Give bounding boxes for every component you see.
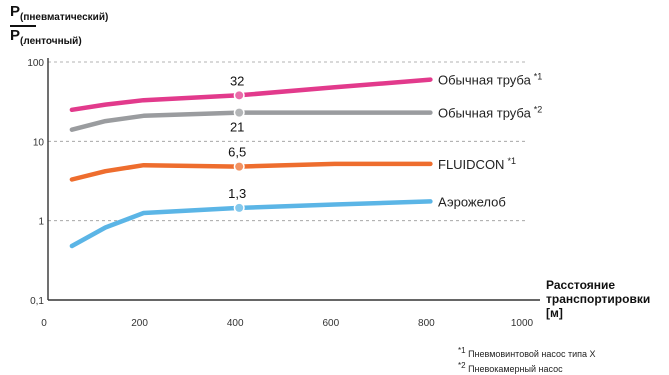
series-label: FLUIDCON*1 <box>438 156 516 172</box>
series-label: Обычная труба*1 <box>438 72 542 88</box>
highlight-marker <box>235 109 243 117</box>
y-tick-label: 10 <box>33 137 45 148</box>
x-tick-label: 800 <box>418 318 435 329</box>
highlight-marker <box>235 204 243 212</box>
x-tick-label: 1000 <box>511 318 534 329</box>
highlight-marker <box>235 91 243 99</box>
x-axis-title: Расстояние транспортировки [м] <box>546 278 650 320</box>
series-label: Аэрожелоб <box>438 194 506 209</box>
y-tick-label: 0,1 <box>30 296 44 307</box>
x-tick-label: 200 <box>131 318 148 329</box>
footnote-1-text: Пневмовинтовой насос типа X <box>468 349 595 359</box>
x-axis-title-unit: [м] <box>546 306 650 320</box>
data-label: 32 <box>230 73 244 88</box>
x-axis-title-line2: транспортировки <box>546 292 650 306</box>
series-line <box>72 113 431 130</box>
footnote-2-mark: *2 <box>458 361 466 370</box>
x-axis-title-line1: Расстояние <box>546 278 650 292</box>
y-tick-label: 1 <box>38 217 44 228</box>
footnote-1-mark: *1 <box>458 346 466 355</box>
data-label: 21 <box>230 120 244 135</box>
footnote-1: *1 Пневмовинтовой насос типа X <box>458 345 596 360</box>
x-tick-label: 400 <box>227 318 244 329</box>
footnote-2: *2 Пневокамерный насос <box>458 360 596 375</box>
y-tick-label: 100 <box>27 58 44 69</box>
x-tick-label: 600 <box>322 318 339 329</box>
highlight-marker <box>235 163 243 171</box>
footnote-2-text: Пневокамерный насос <box>468 364 563 374</box>
series-line <box>72 164 431 180</box>
series-label: Обычная труба*2 <box>438 105 542 121</box>
data-label: 1,3 <box>228 186 246 201</box>
data-label: 6,5 <box>228 145 246 160</box>
x-tick-label: 0 <box>41 318 47 329</box>
series-line <box>72 201 431 246</box>
series-line <box>72 80 431 110</box>
